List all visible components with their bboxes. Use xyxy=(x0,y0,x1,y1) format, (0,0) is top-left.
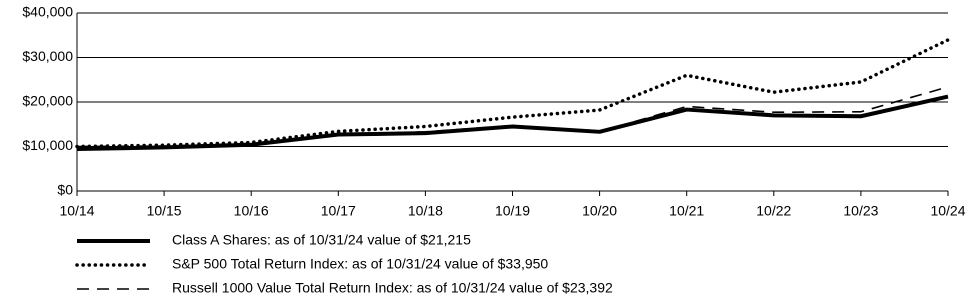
legend-label: S&P 500 Total Return Index: as of 10/31/… xyxy=(172,256,548,272)
x-tick-label: 10/21 xyxy=(669,203,704,219)
y-tick-label: $10,000 xyxy=(22,137,73,153)
legend-label: Russell 1000 Value Total Return Index: a… xyxy=(172,280,613,296)
series-line xyxy=(76,94,949,152)
y-tick-label: $20,000 xyxy=(22,93,73,109)
x-tick-label: 10/20 xyxy=(582,203,617,219)
legend-label: Class A Shares: as of 10/31/24 value of … xyxy=(172,232,471,248)
x-tick-label: 10/16 xyxy=(234,203,269,219)
x-tick-label: 10/19 xyxy=(495,203,530,219)
y-tick-label: $0 xyxy=(57,182,73,198)
x-tick-label: 10/23 xyxy=(843,203,878,219)
series-line xyxy=(76,86,949,148)
x-tick-label: 10/18 xyxy=(408,203,443,219)
series-line xyxy=(75,38,950,149)
x-tick-label: 10/22 xyxy=(756,203,791,219)
x-tick-label: 10/15 xyxy=(147,203,182,219)
x-tick-label: 10/17 xyxy=(321,203,356,219)
x-tick-label: 10/14 xyxy=(59,203,94,219)
x-tick-label: 10/24 xyxy=(930,203,965,219)
y-tick-label: $40,000 xyxy=(22,4,73,20)
y-tick-label: $30,000 xyxy=(22,48,73,64)
